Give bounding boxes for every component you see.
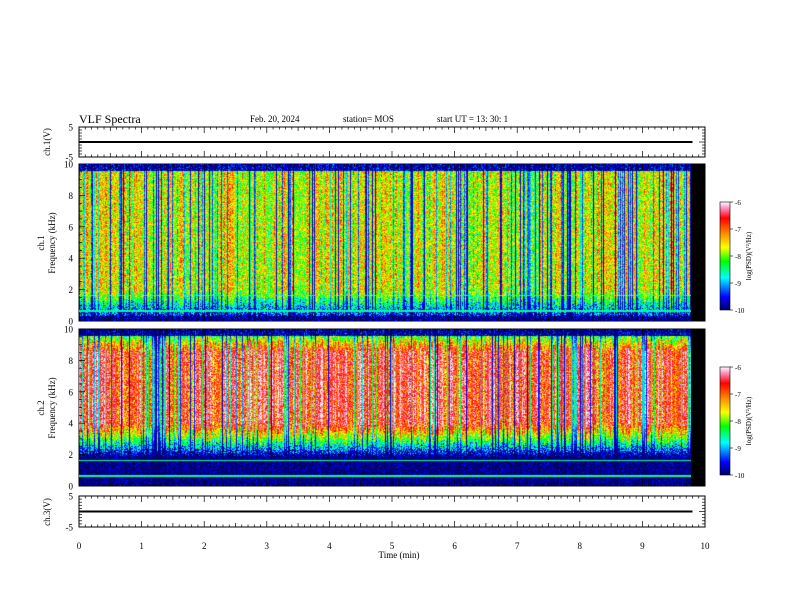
ch3-waveform-ylabel: ch.3(V) bbox=[42, 498, 52, 526]
y-tick-label: 4 bbox=[69, 419, 74, 429]
y-tick-label: 10 bbox=[64, 160, 74, 170]
colorbar-tick-label: -8 bbox=[735, 253, 741, 261]
y-tick-label: 6 bbox=[69, 222, 74, 232]
date-label: Feb. 20, 2024 bbox=[250, 114, 300, 124]
y-tick-label: 8 bbox=[69, 191, 74, 201]
x-tick-labels: 0 1 2 3 4 5 6 7 8 9 10 bbox=[77, 541, 710, 551]
ch1-spectrogram-ylabel-freq: Frequency (kHz) bbox=[47, 212, 57, 273]
y-tick-label: 8 bbox=[69, 356, 74, 366]
colorbar-tick-label: -10 bbox=[735, 307, 745, 315]
colorbar-label: log(PSD)(V²/Hz) bbox=[745, 231, 753, 280]
x-tick-label: 0 bbox=[77, 541, 82, 551]
colorbar-tick-label: -6 bbox=[735, 364, 741, 372]
ch2-spectrogram-ylabel-ch: ch.2 bbox=[36, 400, 46, 415]
colorbar bbox=[719, 366, 731, 476]
y-tick-label: 4 bbox=[69, 254, 74, 264]
colorbar-tick-label: -6 bbox=[735, 199, 741, 207]
ch1-waveform-ylabel: ch.1(V) bbox=[42, 128, 52, 156]
x-tick-label: 10 bbox=[701, 541, 711, 551]
y-tick-label: 5 bbox=[69, 123, 74, 133]
y-tick-label: 0 bbox=[69, 482, 74, 492]
y-tick-label: 6 bbox=[69, 387, 74, 397]
start-time-label: start UT = 13: 30: 1 bbox=[437, 114, 508, 124]
colorbar-tick-label: -9 bbox=[735, 280, 741, 288]
x-tick-label: 8 bbox=[578, 541, 583, 551]
x-tick-label: 2 bbox=[202, 541, 207, 551]
axis-ticks bbox=[78, 126, 706, 528]
x-axis-label: Time (min) bbox=[379, 550, 420, 560]
colorbar-tick-label: -9 bbox=[735, 445, 741, 453]
colorbars: -6 -7 -8 -9 -10 log(PSD)(V²/Hz) -6 -7 -8 -9 -10 log… bbox=[719, 199, 753, 480]
y-tick-label: 10 bbox=[64, 325, 74, 335]
x-tick-label: 1 bbox=[139, 541, 144, 551]
y-tick-label: -5 bbox=[66, 523, 74, 533]
y-tick-label: -5 bbox=[66, 153, 74, 163]
colorbar-tick-label: -7 bbox=[735, 226, 741, 234]
y-tick-label: 5 bbox=[69, 492, 74, 502]
x-tick-label: 6 bbox=[452, 541, 457, 551]
colorbar bbox=[719, 201, 731, 311]
y-tick-label: 0 bbox=[69, 317, 74, 327]
ch1-spectrogram bbox=[79, 164, 691, 321]
colorbar-label: log(PSD)(V²/Hz) bbox=[745, 396, 753, 445]
x-tick-label: 9 bbox=[640, 541, 645, 551]
station-label: station= MOS bbox=[343, 114, 394, 124]
x-tick-label: 3 bbox=[265, 541, 270, 551]
colorbar-tick-label: -10 bbox=[735, 472, 745, 480]
ch2-spectrogram-ylabel-freq: Frequency (kHz) bbox=[47, 377, 57, 438]
y-tick-label: 2 bbox=[69, 450, 74, 460]
ch1-spectrogram-ylabel-ch: ch.1 bbox=[36, 235, 46, 250]
x-tick-label: 7 bbox=[515, 541, 520, 551]
colorbar-tick-label: -8 bbox=[735, 418, 741, 426]
x-tick-label: 4 bbox=[327, 541, 332, 551]
ch2-spectrogram bbox=[79, 329, 691, 486]
y-tick-label: 2 bbox=[69, 285, 74, 295]
figure-title: VLF Spectra bbox=[79, 112, 141, 126]
colorbar-tick-label: -7 bbox=[735, 391, 741, 399]
x-tick-label: 5 bbox=[390, 541, 395, 551]
